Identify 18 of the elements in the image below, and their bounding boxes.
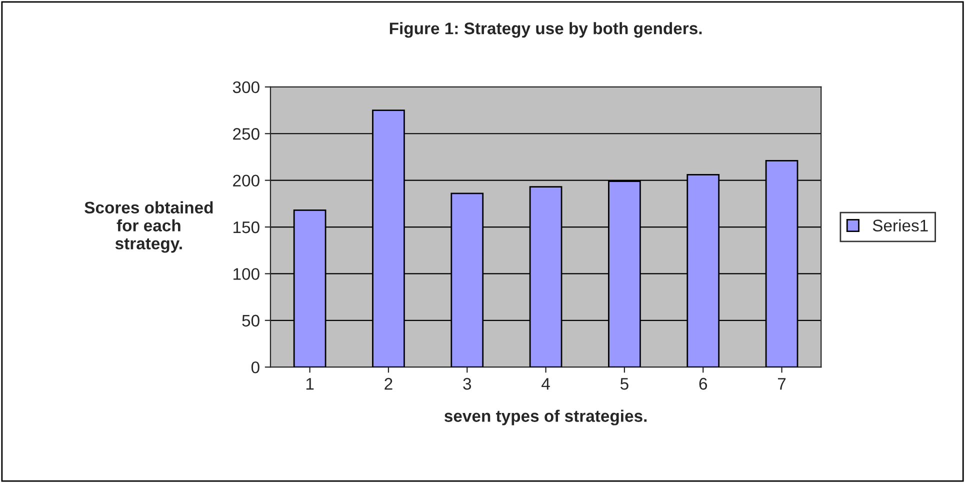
x-tick-label: 5: [620, 378, 628, 390]
x-tick-label: 1: [306, 378, 314, 390]
x-tick-label: 4: [542, 378, 550, 390]
y-tick-label: 300: [232, 81, 260, 94]
y-tick-label: 150: [234, 221, 260, 234]
y-tick-label: 200: [233, 174, 260, 187]
x-axis-title: seven types of strategies.: [444, 410, 647, 426]
y-tick-label: 0: [251, 361, 260, 374]
x-tick-label: 7: [778, 378, 786, 390]
chart-title: Figure 1: Strategy use by both genders.: [390, 22, 702, 38]
y-axis-title: Scores obtained for each strategy.: [84, 201, 213, 253]
y-tick-label: 100: [234, 268, 260, 280]
y-tick-label: 250: [233, 128, 260, 140]
y-tick-label: 50: [242, 314, 260, 327]
x-tick-label: 6: [699, 378, 708, 390]
legend-label: Series1: [872, 219, 928, 232]
x-tick-label: 2: [384, 378, 392, 390]
x-tick-label: 3: [463, 378, 472, 390]
